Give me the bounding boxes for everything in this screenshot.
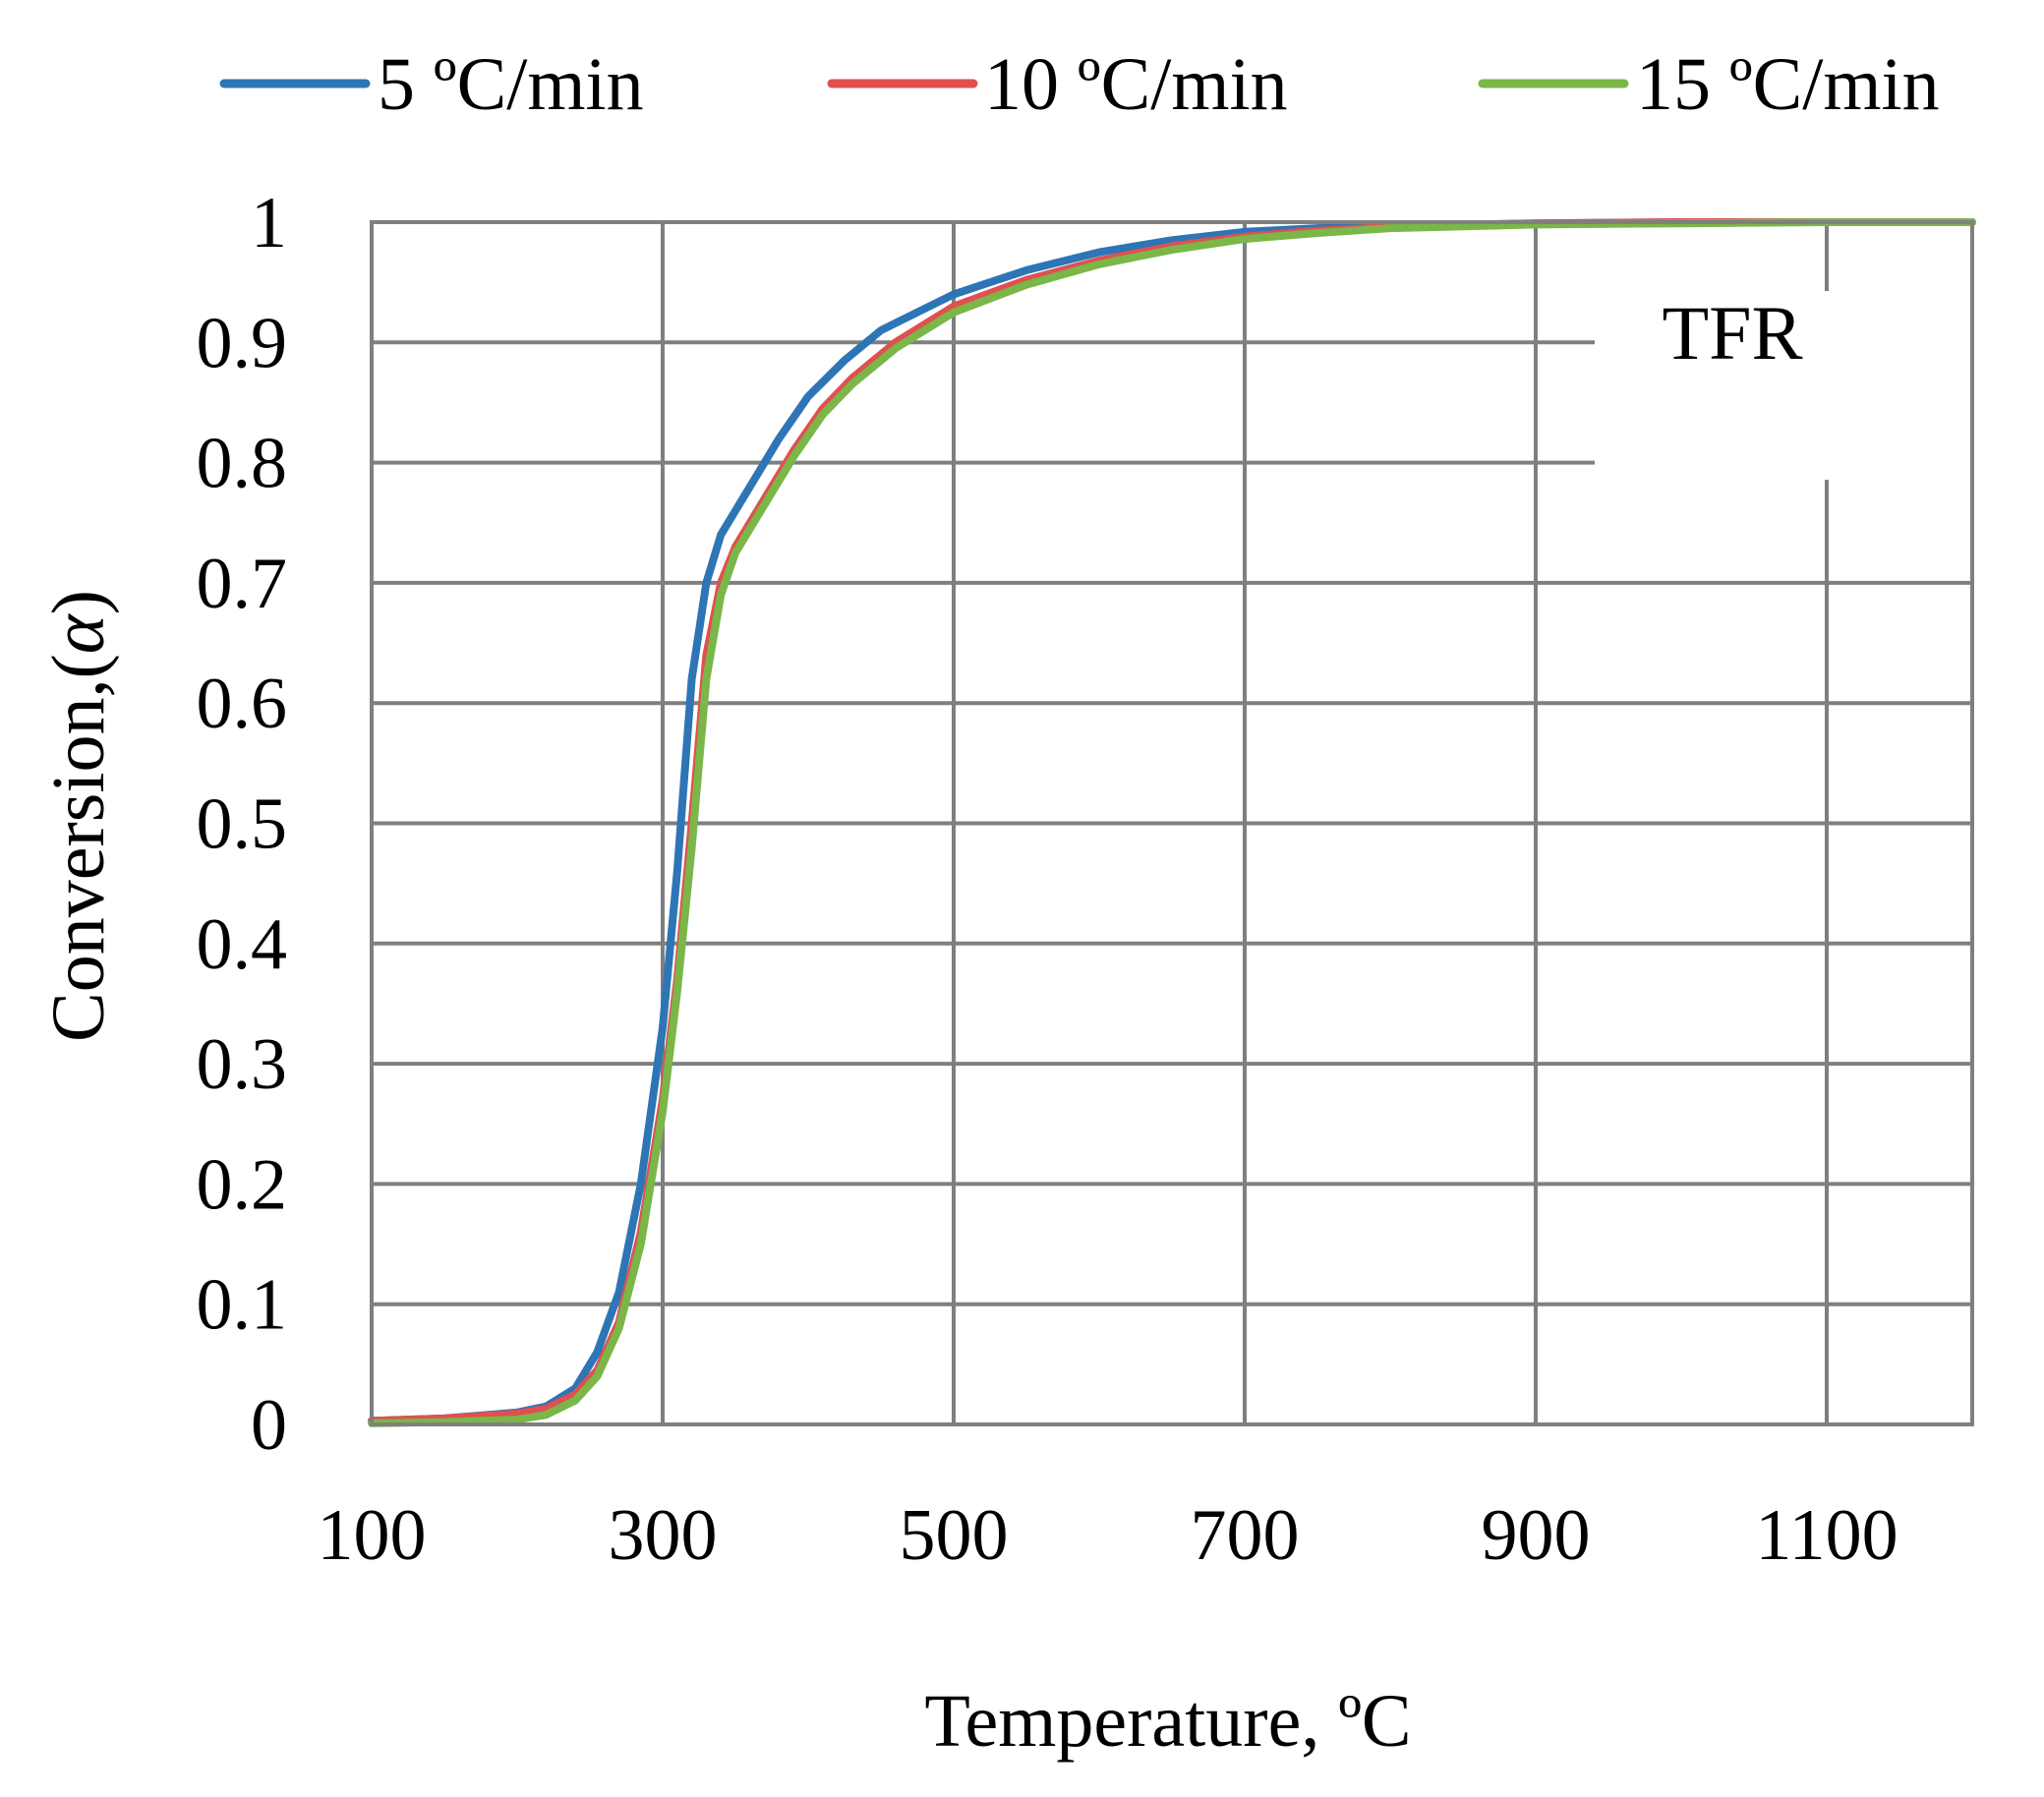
- y-axis-title-symbol: α: [37, 612, 120, 654]
- y-tick-label-7: 0.7: [197, 544, 288, 624]
- y-tick-label-5: 0.5: [197, 784, 288, 865]
- y-tick-label-10: 1: [251, 183, 287, 263]
- y-axis-title: Conversion,(α): [37, 590, 120, 1042]
- legend-label-series-2: 10 ºC/min: [984, 43, 1288, 126]
- y-tick-label-3: 0.3: [197, 1024, 288, 1105]
- y-tick-label-8: 0.8: [197, 424, 288, 504]
- x-tick-labels: 100 300 500 700 900 1100: [318, 1495, 1898, 1576]
- y-tick-label-4: 0.4: [197, 904, 288, 985]
- x-tick-label-4: 900: [1482, 1495, 1591, 1576]
- plot-frame: [370, 220, 1974, 1426]
- annotation-box: [1595, 291, 1978, 480]
- y-axis-title-end: ): [37, 590, 120, 614]
- x-tick-label-3: 700: [1191, 1495, 1300, 1576]
- y-tick-labels: 0 0.1 0.2 0.3 0.4 0.5 0.6 0.7 0.8 0.9 1: [197, 183, 288, 1466]
- x-tick-label-1: 300: [609, 1495, 718, 1576]
- annotation-label: TFR: [1662, 290, 1802, 376]
- y-tick-label-6: 0.6: [197, 664, 288, 744]
- y-tick-label-0: 0: [251, 1385, 287, 1466]
- x-tick-label-0: 100: [318, 1495, 427, 1576]
- y-tick-label-2: 0.2: [197, 1144, 288, 1225]
- x-tick-label-2: 500: [900, 1495, 1009, 1576]
- series-lines: [368, 218, 1976, 1427]
- series-line-3: [368, 218, 1976, 1427]
- legend: 5 ºC/min 10 ºC/min 15 ºC/min: [219, 43, 1940, 126]
- x-axis-title: Temperature, ºC: [924, 1680, 1411, 1763]
- y-tick-label-9: 0.9: [197, 303, 288, 383]
- x-tick-label-5: 1100: [1755, 1495, 1898, 1576]
- y-tick-label-1: 0.1: [197, 1265, 288, 1346]
- legend-label-series-3: 15 ºC/min: [1636, 43, 1940, 126]
- y-axis-title-main: Conversion,(: [37, 654, 120, 1042]
- legend-label-series-1: 5 ºC/min: [378, 43, 644, 126]
